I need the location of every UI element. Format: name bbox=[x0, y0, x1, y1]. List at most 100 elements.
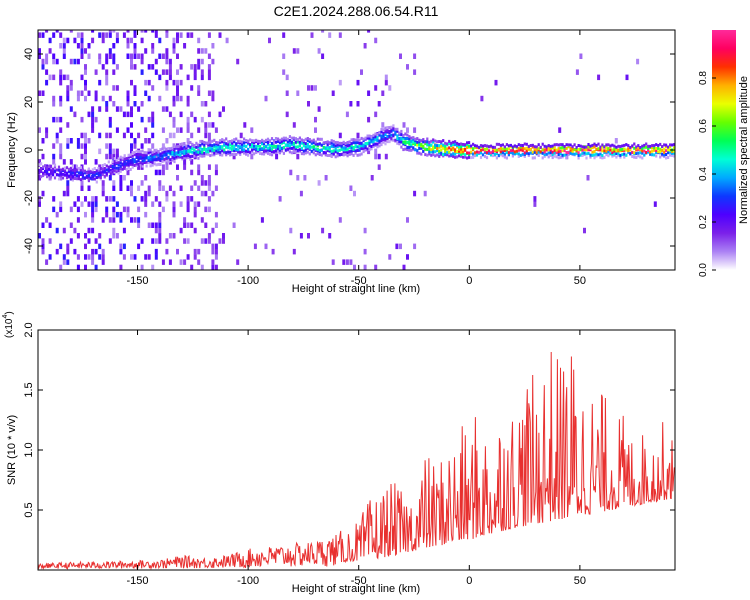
spectrogram-cell bbox=[179, 259, 183, 265]
spectrogram-cell bbox=[183, 156, 186, 159]
spectrogram-cell bbox=[342, 146, 345, 150]
spectrogram-cell bbox=[637, 144, 640, 148]
spectrogram-cell bbox=[633, 151, 636, 155]
spectrogram-cell bbox=[179, 64, 183, 70]
spectrogram-cell bbox=[312, 138, 315, 142]
spectrogram-cell bbox=[659, 142, 662, 146]
spectrogram-cell bbox=[239, 150, 242, 154]
spectrogram-cell bbox=[207, 143, 210, 147]
spectrogram-cell bbox=[233, 144, 236, 148]
spectrogram-cell bbox=[91, 127, 95, 133]
spectrogram-cell bbox=[84, 95, 87, 102]
spectrogram-cell bbox=[645, 145, 648, 149]
spectrogram-cell bbox=[334, 150, 337, 154]
spectrogram-cell bbox=[207, 238, 211, 244]
spectrogram-cell bbox=[352, 141, 355, 145]
spectrogram-cell bbox=[619, 153, 622, 157]
spectrogram-cell bbox=[276, 147, 280, 151]
spectrogram-cell bbox=[167, 147, 170, 151]
spectrogram-cell bbox=[204, 132, 208, 139]
spectrogram-cell bbox=[430, 150, 433, 154]
spectrogram-cell bbox=[236, 58, 240, 65]
spectrogram-cell bbox=[141, 164, 144, 168]
spectrogram-cell bbox=[168, 111, 172, 118]
spectrogram-cell bbox=[147, 64, 151, 70]
spectrogram-cell bbox=[645, 151, 648, 154]
spectrogram-cell bbox=[66, 248, 70, 255]
spectrogram-cell bbox=[115, 148, 119, 155]
spectrogram-cell bbox=[69, 206, 73, 213]
spectrogram-cell bbox=[84, 79, 87, 86]
spectrogram-cell bbox=[69, 30, 73, 33]
spectrogram-cell bbox=[119, 180, 123, 186]
spectrogram-cell bbox=[503, 149, 506, 152]
spectrogram-cell bbox=[151, 111, 155, 118]
spectrogram-cell bbox=[73, 173, 76, 177]
spectrogram-cell bbox=[137, 106, 141, 112]
spectrogram-cell bbox=[390, 125, 393, 129]
spectrogram-cell bbox=[154, 169, 158, 176]
spectrogram-cell bbox=[76, 254, 80, 260]
y-tick-label: -40 bbox=[23, 238, 35, 254]
spectrogram-cell bbox=[127, 159, 130, 163]
spectrogram-cell bbox=[87, 53, 91, 59]
spectrogram-cell bbox=[340, 144, 343, 148]
spectrogram-cell bbox=[332, 143, 335, 147]
spectrogram-cell bbox=[302, 139, 305, 143]
spectrogram-cell bbox=[673, 151, 675, 155]
spectrogram-cell bbox=[394, 131, 397, 134]
spectrogram-cell bbox=[487, 151, 491, 155]
spectrogram-cell bbox=[470, 146, 473, 150]
spectrogram-cell bbox=[398, 131, 401, 135]
spectrogram-cell bbox=[406, 137, 409, 140]
spectrogram-cell bbox=[655, 149, 658, 152]
spectrogram-cell bbox=[144, 196, 148, 202]
spectrogram-cell bbox=[219, 140, 222, 144]
spectrogram-cell bbox=[99, 171, 102, 175]
spectrogram-cell bbox=[161, 147, 164, 151]
spectrogram-cell bbox=[48, 222, 52, 228]
spectrogram-cell bbox=[144, 79, 148, 86]
spectrogram-cell bbox=[611, 148, 614, 152]
spectrogram-cell bbox=[227, 144, 230, 148]
spectrogram-cell bbox=[125, 157, 128, 161]
spectrogram-cell bbox=[499, 143, 502, 147]
spectrogram-cell bbox=[190, 169, 194, 176]
spectrogram-cell bbox=[105, 196, 109, 202]
spectrogram-cell bbox=[446, 147, 449, 151]
spectrogram-cell bbox=[306, 142, 309, 146]
spectrogram-cell bbox=[61, 172, 65, 176]
spectrogram-cell bbox=[119, 161, 122, 165]
spectrogram-cell bbox=[563, 145, 566, 148]
spectrogram-cell bbox=[587, 143, 590, 146]
spectrogram-cell bbox=[284, 138, 287, 142]
spectrogram-cell bbox=[211, 190, 215, 197]
spectrogram-cell bbox=[402, 137, 405, 141]
spectrogram-cell bbox=[187, 141, 190, 145]
spectrogram-cell bbox=[205, 152, 208, 156]
spectrogram-cell bbox=[270, 144, 274, 148]
spectrogram-cell bbox=[456, 155, 459, 159]
spectrogram-cell bbox=[179, 32, 183, 38]
spectrogram-cell bbox=[193, 206, 197, 213]
spectrogram-cell bbox=[167, 155, 170, 159]
spectrogram-cell bbox=[115, 37, 119, 44]
spectrogram-cell bbox=[73, 177, 76, 180]
spectrogram-cell bbox=[199, 139, 202, 143]
spectrogram-cell bbox=[40, 167, 43, 171]
spectrogram-cell bbox=[436, 149, 439, 153]
spectrogram-cell bbox=[515, 145, 518, 149]
spectrogram-cell bbox=[131, 154, 134, 158]
spectrogram-cell bbox=[65, 173, 69, 177]
spectrogram-cell bbox=[663, 143, 666, 147]
spectrogram-cell bbox=[503, 147, 506, 151]
spectrogram-cell bbox=[384, 142, 387, 146]
spectrogram-cell bbox=[165, 190, 169, 197]
spectrogram-cell bbox=[320, 148, 323, 152]
spectrogram-cell bbox=[392, 124, 395, 128]
spectrogram-cell bbox=[51, 173, 55, 177]
spectrogram-cell bbox=[80, 153, 84, 160]
spectrogram-cell bbox=[147, 151, 150, 155]
spectrogram-cell bbox=[286, 137, 289, 141]
spectrogram-cell bbox=[73, 58, 77, 65]
